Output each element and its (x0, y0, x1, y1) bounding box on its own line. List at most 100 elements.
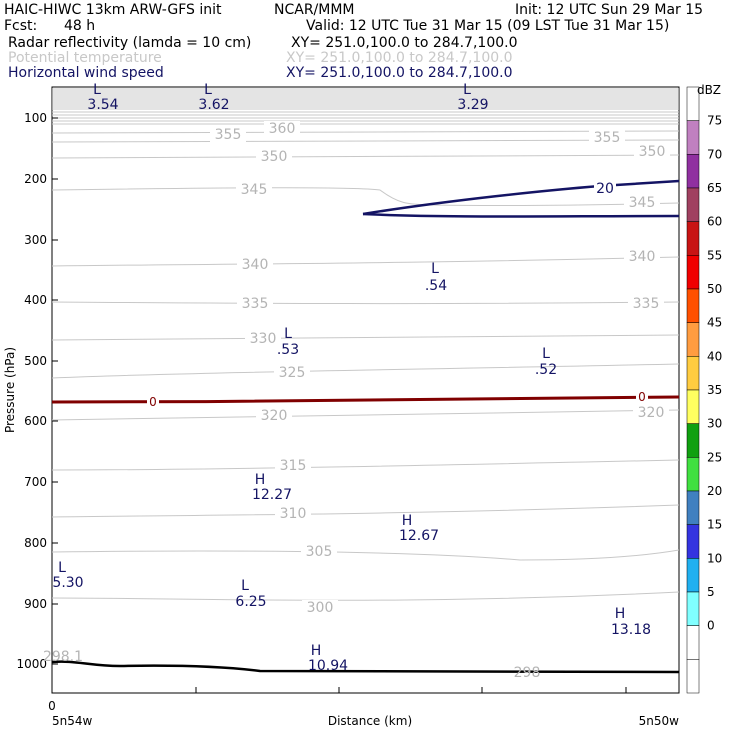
theta-label-320-right: 320 (638, 405, 665, 421)
theta-label-340-left: 340 (242, 257, 269, 273)
y-tick-label-900: 900 (24, 597, 47, 611)
colorbar-level-label: 0 (707, 619, 715, 633)
extremum-value-5: .53 (277, 342, 299, 358)
extremum-type-5: L (284, 326, 292, 342)
colorbar-level-label: 20 (707, 484, 722, 498)
y-tick-label-1000: 1000 (16, 657, 47, 671)
y-tick-label-600: 600 (24, 414, 47, 428)
extremum-type-12: H (311, 643, 322, 659)
theta-label-360: 360 (269, 121, 296, 137)
extremum-value-1: 3.54 (87, 97, 118, 113)
colorbar-level-label: 45 (707, 316, 722, 330)
colorbar-swatch (686, 255, 700, 290)
theta-label-320-left: 320 (261, 408, 288, 424)
colorbar-level-label: 10 (707, 551, 722, 565)
colorbar-level-label: 65 (707, 181, 722, 195)
colorbar-level-label: 25 (707, 450, 722, 464)
extremum-type-2: L (204, 82, 212, 98)
forecast-label: Fcst: (4, 18, 38, 34)
extremum-type-8: H (402, 513, 413, 529)
colorbar-swatch (686, 288, 700, 323)
y-tick-label-100: 100 (24, 111, 47, 125)
y-tick-label-200: 200 (24, 172, 47, 186)
extremum-type-9: L (58, 560, 66, 576)
colorbar-swatch (686, 524, 700, 559)
colorbar-swatch (686, 659, 700, 694)
theta-label-298: 298 (514, 665, 541, 681)
field-name-wind: Horizontal wind speed (8, 65, 164, 81)
extremum-type-6: L (542, 346, 550, 362)
wind-extrema: L 3.54 L 3.62 L 3.29 L .54 L .53 L .52 H… (52, 82, 651, 674)
field-xy-theta: XY= 251.0,100.0 to 284.7,100.0 (286, 50, 513, 66)
theta-label-305: 305 (306, 544, 333, 560)
y-tick-label-400: 400 (24, 293, 47, 307)
theta-label-355-right: 355 (594, 130, 621, 146)
freezing-label-right: 0 (638, 390, 646, 404)
colorbar-swatch (686, 423, 700, 458)
y-tick-label-700: 700 (24, 475, 47, 489)
colorbar-swatch (686, 221, 700, 256)
theta-label-298-1: 298.1 (43, 649, 83, 665)
freezing-label-left: 0 (149, 395, 157, 409)
valid-time: Valid: 12 UTC Tue 31 Mar 15 (09 LST Tue … (306, 18, 670, 34)
colorbar-level-label: 5 (707, 585, 715, 599)
plot-frame (51, 86, 680, 694)
init-time: Init: 12 UTC Sun 29 Mar 15 (515, 2, 704, 18)
theta-label-355-left: 355 (215, 127, 242, 143)
colorbar-swatch (686, 558, 700, 593)
colorbar-swatch (686, 154, 700, 189)
wind-contour-label: 20 (596, 181, 614, 197)
colorbar-swatch (686, 591, 700, 626)
colorbar-swatch (686, 120, 700, 155)
x-axis: 0 5n54w Distance (km) 5n50w (48, 687, 679, 728)
field-xy-reflectivity: XY= 251.0,100.0 to 284.7,100.0 (291, 35, 518, 51)
extremum-type-3: L (463, 82, 471, 98)
colorbar-swatch (686, 389, 700, 424)
colorbar-level-label: 75 (707, 114, 722, 128)
field-name-reflectivity: Radar reflectivity (lamda = 10 cm) (8, 35, 252, 51)
x-start-location: 5n54w (52, 714, 93, 728)
colorbar-level-label: 35 (707, 383, 722, 397)
terrain-surface-line (52, 660, 679, 674)
forecast-hours: 48 h (64, 18, 96, 34)
colorbar-swatch (686, 490, 700, 525)
theta-label-350-right: 350 (639, 144, 666, 160)
colorbar-level-label: 40 (707, 349, 722, 363)
extremum-value-6: .52 (535, 362, 557, 378)
colorbar-swatch (686, 625, 700, 660)
extremum-type-10: L (241, 578, 249, 594)
theta-label-300: 300 (307, 600, 334, 616)
extremum-type-1: L (93, 82, 101, 98)
theta-label-325: 325 (279, 365, 306, 381)
x-end-location: 5n50w (639, 714, 680, 728)
theta-lines-upper (52, 88, 679, 125)
wind-contour-lower (362, 212, 679, 218)
reflectivity-colorbar (686, 86, 700, 694)
extremum-value-12: 10.94 (308, 658, 348, 674)
y-tick-label-800: 800 (24, 536, 47, 550)
colorbar-swatch (686, 356, 700, 391)
colorbar-level-label: 55 (707, 248, 722, 262)
y-axis-title: Pressure (hPa) (3, 347, 17, 433)
field-xy-wind: XY= 251.0,100.0 to 284.7,100.0 (286, 65, 513, 81)
extremum-value-10: 6.25 (235, 594, 266, 610)
colorbar-swatch (686, 322, 700, 357)
theta-label-330: 330 (250, 331, 277, 347)
theta-label-310: 310 (280, 506, 307, 522)
model-title: HAIC-HIWC 13km ARW-GFS init (4, 2, 222, 18)
y-axis: 100 200 300 400 500 600 700 800 900 1000… (3, 111, 58, 671)
field-name-theta: Potential temperature (8, 50, 162, 66)
theta-label-345-left: 345 (241, 182, 268, 198)
freezing-level-line (52, 395, 679, 404)
colorbar-swatch (686, 457, 700, 492)
extremum-value-7: 12.27 (252, 487, 292, 503)
theta-label-335-right: 335 (633, 296, 660, 312)
x-axis-title: Distance (km) (328, 714, 412, 728)
colorbar-level-label: 60 (707, 215, 722, 229)
y-tick-label-500: 500 (24, 354, 47, 368)
colorbar-swatch (686, 187, 700, 222)
extremum-value-8: 12.67 (399, 528, 439, 544)
theta-label-340-right: 340 (629, 249, 656, 265)
